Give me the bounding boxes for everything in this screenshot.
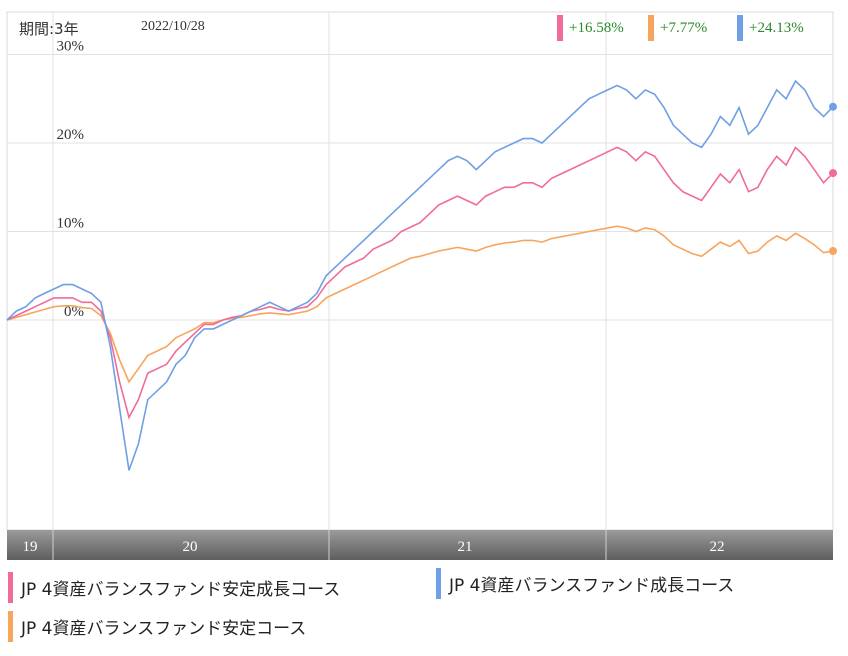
line-chart: 30% 20% 10% 0% 19 20 21 22 [6,11,837,560]
return-value: +24.13% [749,19,804,36]
gridlines [7,12,833,530]
color-swatch [737,15,743,41]
legend-swatch [8,611,13,642]
series-lines [6,79,837,471]
return-badge-stable: +7.77% [648,15,707,41]
date-label: 2022/10/28 [141,19,205,34]
color-swatch [557,15,563,41]
y-tick-label: 10% [57,216,85,232]
series-line [6,79,834,471]
x-tick-label: 19 [23,539,38,555]
legend-item-stable[interactable]: JP 4資産バランスファンド安定コース [8,611,306,642]
plot-frame [6,11,834,531]
return-badge-growth: +24.13% [737,15,804,41]
x-tick-label: 21 [458,539,473,555]
legend-label: JP 4資産バランスファンド成長コース [449,576,735,596]
x-tick-label: 20 [183,539,198,555]
return-badge-stable-growth: +16.58% [557,15,624,41]
return-value: +7.77% [660,19,708,36]
legend-swatch [8,572,13,603]
color-swatch [648,15,654,41]
y-tick-label: 20% [57,127,85,143]
legend-label: JP 4資産バランスファンド安定成長コース [21,580,341,600]
series-end-marker [829,246,837,255]
legend-label: JP 4資産バランスファンド安定コース [21,619,307,639]
y-tick-label: 30% [57,39,85,55]
return-value: +16.58% [569,19,624,36]
y-tick-label: 0% [64,304,84,320]
legend-item-stable-growth[interactable]: JP 4資産バランスファンド安定成長コース [8,572,340,603]
series-end-marker [829,169,837,178]
x-tick-label: 22 [710,539,725,555]
x-axis: 19 20 21 22 [7,530,833,560]
series-line [6,225,834,384]
y-axis-ticks: 30% 20% 10% 0% [57,39,85,321]
legend-swatch [436,568,441,599]
x-axis-band [7,530,833,560]
series-line [6,146,834,420]
series-end-marker [829,102,837,111]
period-label: 期間:3年 [19,20,79,38]
legend-item-growth[interactable]: JP 4資産バランスファンド成長コース [436,568,734,599]
